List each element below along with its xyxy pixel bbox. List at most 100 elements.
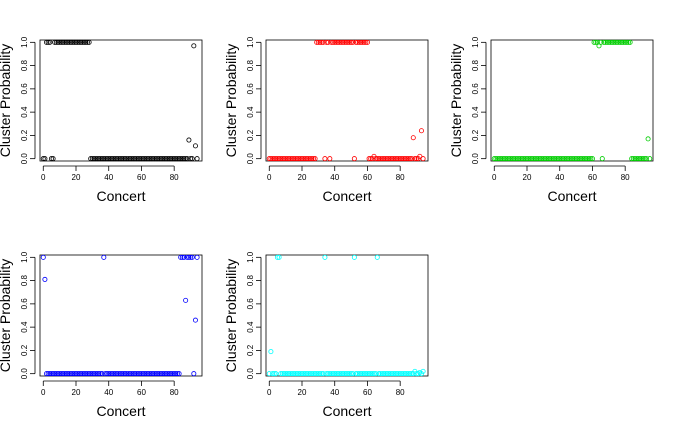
y-tick-label: 0.6 [20, 298, 29, 310]
data-point [294, 371, 300, 377]
data-point [274, 254, 280, 260]
data-point [517, 156, 523, 162]
data-point [319, 39, 325, 45]
chart-panel-2: 0 20 40 60 80 Concert 0.0 0.2 0.4 0.6 0.8 1.0 Cluste… [223, 36, 429, 204]
data-point [333, 371, 339, 377]
data-point [294, 156, 300, 162]
data-point [155, 371, 161, 377]
data-point [632, 156, 638, 162]
data-point [325, 371, 331, 377]
data-point [165, 371, 171, 377]
y-tick-label: 0.4 [20, 321, 29, 333]
data-point [568, 156, 574, 162]
data-point [332, 371, 338, 377]
data-point [309, 371, 315, 377]
data-point [60, 371, 66, 377]
data-point [168, 371, 174, 377]
data-point [86, 371, 92, 377]
data-point [142, 156, 148, 162]
data-point [337, 371, 343, 377]
data-point [527, 156, 533, 162]
data-point [65, 371, 71, 377]
data-point [643, 156, 649, 162]
data-point [284, 156, 290, 162]
data-point [107, 156, 113, 162]
data-point [301, 156, 307, 162]
data-point [391, 371, 397, 377]
data-point [306, 371, 312, 377]
data-point [360, 39, 366, 45]
data-point [40, 254, 46, 260]
y-axis: 0.0 0.2 0.4 0.6 0.8 1.0 [20, 251, 36, 380]
x-axis: 0 20 40 60 80 [41, 165, 179, 182]
data-point [106, 371, 112, 377]
y-tick-label: 0.2 [246, 344, 255, 356]
x-tick-label: 60 [363, 388, 372, 397]
y-tick-label: 0.0 [471, 153, 480, 165]
x-axis: 0 20 40 60 80 [492, 165, 630, 182]
x-tick-label: 40 [104, 388, 113, 397]
data-point [637, 156, 643, 162]
data-point [368, 156, 374, 162]
data-point [575, 156, 581, 162]
data-point [83, 39, 89, 45]
data-point [153, 156, 159, 162]
data-point [109, 371, 115, 377]
data-point [346, 39, 352, 45]
data-point [66, 371, 72, 377]
x-tick-label: 80 [621, 173, 630, 182]
data-point [55, 39, 61, 45]
data-point [148, 156, 154, 162]
y-tick-label: 0.4 [20, 106, 29, 118]
data-point [192, 317, 198, 323]
data-point [81, 39, 87, 45]
data-point [58, 39, 64, 45]
data-point [353, 371, 359, 377]
data-point [382, 156, 388, 162]
data-point [65, 39, 71, 45]
data-point [176, 156, 182, 162]
data-point [48, 156, 54, 162]
data-point [188, 156, 194, 162]
data-point [66, 39, 72, 45]
data-point [171, 371, 177, 377]
data-point [174, 371, 180, 377]
data-point [174, 156, 180, 162]
y-tick-label: 0.6 [246, 83, 255, 95]
data-point [322, 156, 328, 162]
data-point [378, 371, 384, 377]
x-axis-title: Concert [96, 188, 145, 204]
data-point [62, 371, 68, 377]
data-point [363, 39, 369, 45]
data-point [270, 156, 276, 162]
data-point [101, 156, 107, 162]
data-point [62, 39, 68, 45]
data-point [558, 156, 564, 162]
data-point [135, 371, 141, 377]
data-point [102, 156, 108, 162]
x-axis-title: Concert [96, 403, 145, 419]
data-point [412, 156, 418, 162]
data-point [634, 156, 640, 162]
data-point [132, 371, 138, 377]
data-point [310, 371, 316, 377]
x-tick-label: 40 [330, 388, 339, 397]
data-point [366, 156, 372, 162]
data-point [549, 156, 555, 162]
data-point [119, 371, 125, 377]
data-point [286, 371, 292, 377]
data-point [156, 371, 162, 377]
data-point [333, 39, 339, 45]
data-point [405, 371, 411, 377]
data-point [134, 156, 140, 162]
y-tick-label: 0.0 [246, 368, 255, 380]
y-tick-label: 0.0 [20, 368, 29, 380]
data-point [567, 156, 573, 162]
data-point [278, 156, 284, 162]
data-point [284, 371, 290, 377]
data-point [70, 39, 76, 45]
x-tick-label: 20 [298, 173, 307, 182]
data-point [358, 371, 364, 377]
data-point [603, 39, 609, 45]
data-point [152, 156, 158, 162]
